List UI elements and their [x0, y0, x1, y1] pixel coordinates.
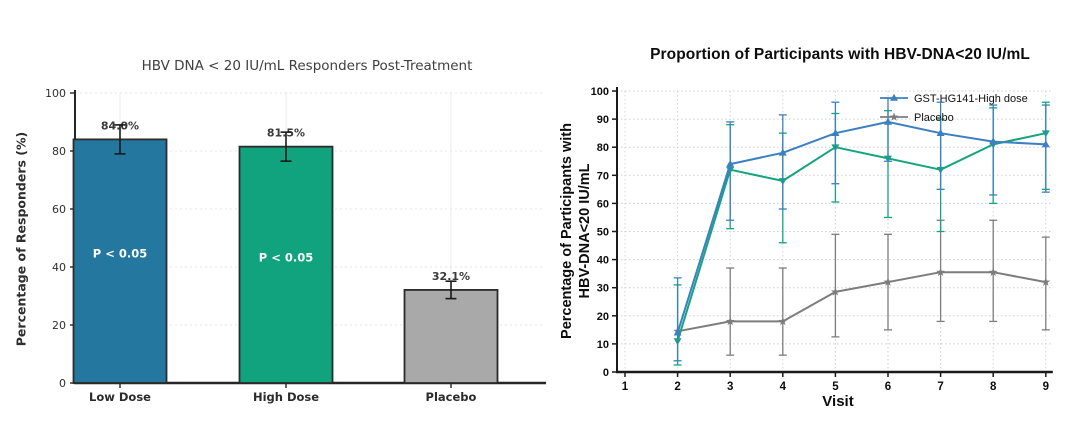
bar-chart-title: HBV DNA < 20 IU/mL Responders Post-Treat… [141, 58, 473, 74]
series-gst-hg141-high-dose [673, 97, 1050, 362]
x-axis-tick-label: 8 [990, 381, 997, 393]
y-axis-tick-label: 80 [597, 142, 609, 154]
p-value-annotation: P < 0.05 [259, 250, 313, 264]
y-axis-tick-label: 30 [597, 283, 609, 295]
data-point-marker [831, 128, 840, 136]
data-point-marker [778, 148, 787, 156]
y-axis-tick-label: 40 [597, 255, 609, 267]
data-point-marker [883, 277, 893, 286]
y-axis-tick-label: 20 [597, 311, 609, 323]
x-axis-category-label: High Dose [253, 390, 319, 404]
data-point-marker [889, 112, 899, 121]
x-axis-tick-label: 1 [622, 381, 629, 393]
data-point-marker [989, 137, 998, 145]
data-point-marker [1041, 277, 1051, 286]
y-axis-tick-label: 20 [52, 319, 66, 332]
y-axis-tick-label: 100 [591, 86, 609, 98]
line-chart-title: Proportion of Participants with HBV-DNA<… [650, 46, 1030, 63]
data-point-marker [725, 316, 735, 326]
legend: GST-HG141-High dose Placebo [880, 93, 1028, 124]
data-point-marker [726, 159, 735, 167]
y-axis-tick-label: 90 [597, 114, 609, 126]
data-point-marker [884, 117, 892, 125]
x-axis-tick-label: 7 [937, 381, 943, 393]
bar-low-dose [72, 138, 168, 384]
series-line-unlabeled [676, 132, 1047, 342]
data-point-marker [936, 267, 945, 276]
line-chart-x-axis-label: Visit [822, 393, 854, 410]
y-axis-tick-label: 100 [45, 87, 66, 100]
x-axis-tick-label: 9 [1043, 381, 1049, 393]
x-axis-tick-label: 3 [727, 381, 733, 393]
y-axis-tick-label: 60 [52, 203, 66, 216]
data-point-marker [1041, 140, 1050, 148]
data-point-marker [831, 287, 840, 296]
bar-high-dose [238, 145, 334, 384]
data-point-marker [778, 316, 788, 326]
bar-placebo [403, 289, 499, 384]
y-axis-tick-label: 80 [52, 145, 66, 158]
y-axis-tick-label: 70 [597, 170, 609, 182]
series-line-placebo [677, 271, 1046, 333]
legend-item-label-gst-hg141-high-dose: GST-HG141-High dose [914, 93, 1028, 105]
x-axis-tick-label: 4 [780, 381, 787, 393]
x-axis-tick-label: 2 [674, 381, 680, 393]
p-value-annotation: P < 0.05 [93, 247, 147, 261]
data-point-marker [936, 128, 945, 136]
x-axis-category-label: Low Dose [89, 390, 151, 404]
data-point-marker [988, 267, 998, 276]
y-axis-tick-label: 0 [603, 367, 609, 379]
legend-item-label-placebo: Placebo [914, 112, 954, 124]
data-point-marker [673, 328, 682, 336]
x-axis-category-label: Placebo [426, 390, 477, 404]
series-line-gst-hg141-high-dose [676, 120, 1046, 333]
bar-value-label: 32.1% [432, 270, 470, 283]
y-axis-tick-label: 40 [52, 261, 66, 274]
y-axis-tick-label: 60 [597, 198, 609, 210]
data-point-marker [890, 93, 898, 101]
x-axis-tick-label: 6 [885, 381, 891, 393]
line-chart-svg: 0 10 20 30 40 50 60 70 80 90 100 1 2 3 4 5 6 7 8 9 GST-HG141… [591, 86, 1053, 393]
y-axis-tick-label: 0 [59, 377, 66, 390]
x-axis-tick-label: 5 [832, 381, 839, 393]
y-axis-tick-label: 50 [597, 227, 609, 239]
y-axis-tick-label: 10 [597, 339, 609, 351]
